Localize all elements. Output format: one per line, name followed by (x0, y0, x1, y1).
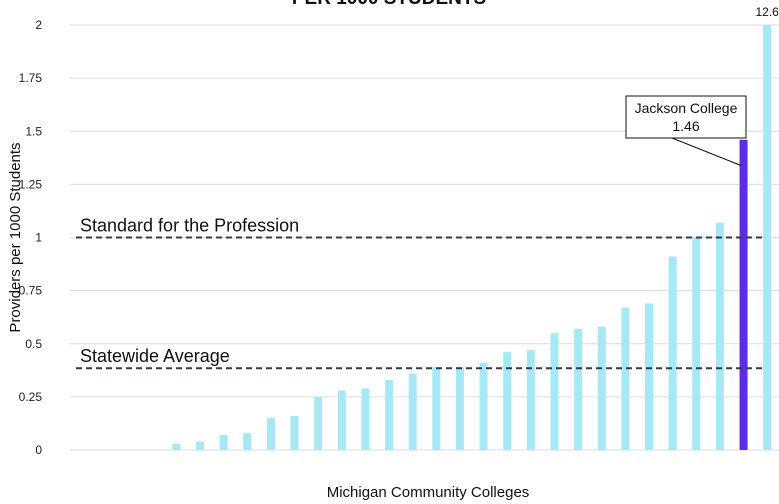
bar (337, 390, 346, 450)
bar (243, 433, 252, 450)
bar (621, 307, 630, 450)
bar (574, 328, 583, 450)
bar (361, 388, 370, 450)
y-tick-label: 2 (35, 18, 42, 32)
callout-box (625, 95, 747, 139)
bar (692, 237, 701, 450)
bar (715, 222, 724, 450)
bar (290, 416, 299, 450)
bar (645, 303, 654, 450)
y-tick-label: 0.25 (19, 390, 43, 404)
y-axis-label: Providers per 1000 Students (7, 142, 24, 332)
bar (550, 333, 559, 450)
bar (455, 367, 464, 450)
bar (195, 441, 204, 450)
bar (266, 418, 275, 450)
bars (172, 25, 772, 450)
y-tick-label: 1.5 (25, 124, 42, 138)
callout-label: Jackson College (635, 100, 738, 116)
bar (385, 379, 394, 450)
reference-lines: Standard for the Profession Statewide Ave… (76, 216, 766, 370)
y-tick-label: 0 (35, 443, 42, 457)
bar (432, 367, 441, 450)
bar (172, 443, 181, 450)
bar (314, 396, 323, 450)
y-tick-label: 0.5 (25, 337, 42, 351)
y-tick-label: 1 (35, 231, 42, 245)
bar (526, 350, 535, 450)
callout-value: 1.46 (672, 118, 699, 134)
y-tick-label: 1.25 (19, 177, 43, 191)
y-tick-label: 1.75 (19, 71, 43, 85)
bar (668, 256, 677, 450)
reference-line-label: Statewide Average (80, 346, 230, 366)
callout-leader-line (671, 137, 742, 167)
bar (479, 362, 488, 450)
y-tick-labels: 0 0.25 0.5 0.75 1 1.25 1.5 1.75 2 (19, 18, 43, 457)
bar (739, 139, 748, 450)
x-axis-label: Michigan Community Colleges (327, 484, 530, 501)
chart-title: PER 1000 STUDENTS (292, 0, 486, 9)
bar (503, 352, 512, 450)
outlier-value-label: 12.6 (756, 5, 779, 19)
bar (597, 326, 606, 450)
bar (763, 25, 772, 450)
bar (219, 435, 228, 450)
y-tick-label: 0.75 (19, 284, 43, 298)
bar (408, 373, 417, 450)
reference-line-label: Standard for the Profession (80, 216, 299, 236)
